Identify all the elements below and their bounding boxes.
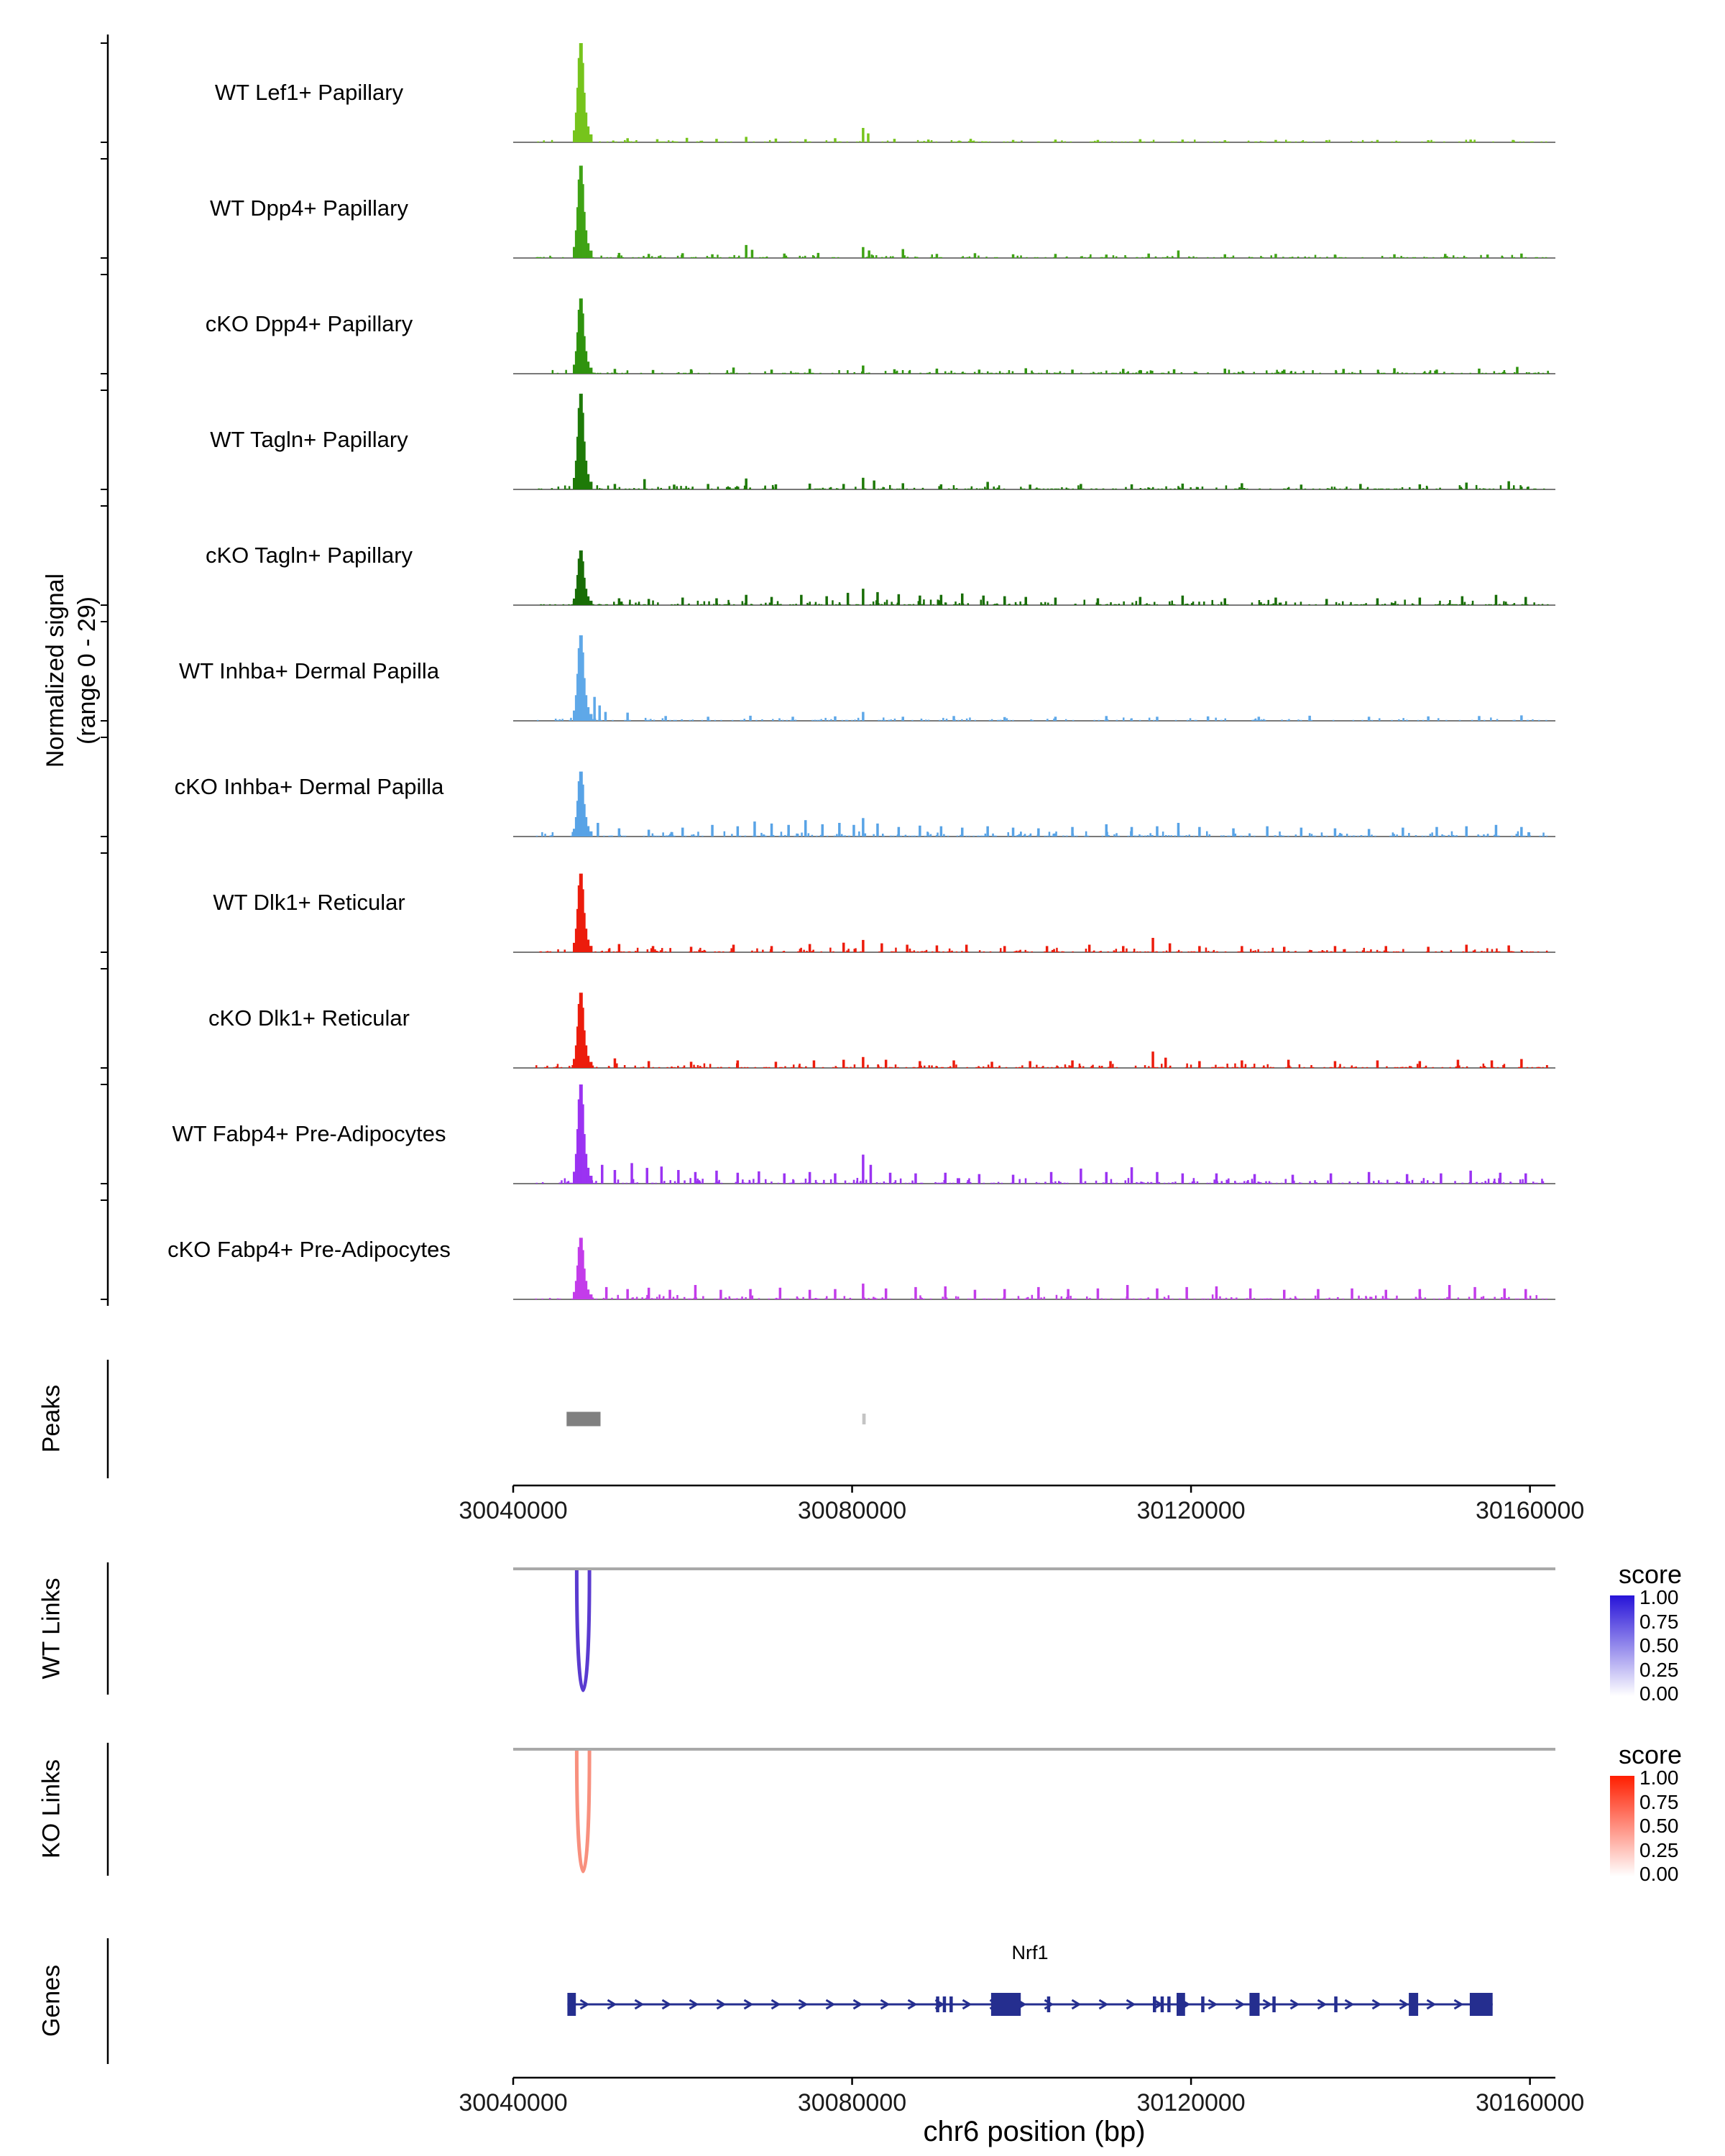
panel-label-peaks: Peaks bbox=[37, 1384, 65, 1453]
axis-tick-label: 30160000 bbox=[1476, 1497, 1584, 1524]
legend-tick: 0.25 bbox=[1639, 1658, 1679, 1681]
y-axis-title-line2: (range 0 - 29) bbox=[73, 596, 101, 745]
x-axis-title: chr6 position (bp) bbox=[923, 2116, 1146, 2147]
axis-tick-label: 30080000 bbox=[798, 1497, 906, 1524]
signal-track bbox=[101, 1199, 1555, 1300]
peaks-track bbox=[566, 1411, 866, 1427]
axis-tick-label: 30040000 bbox=[459, 1497, 567, 1524]
gene-name-label: Nrf1 bbox=[1011, 1942, 1049, 1963]
gene-model bbox=[567, 1993, 1493, 2016]
axis-tick-label: 30040000 bbox=[459, 2089, 567, 2116]
axis-tick-label: 30120000 bbox=[1136, 1497, 1245, 1524]
wt-links-score-legend: score 1.00 0.75 0.50 0.25 0.00 bbox=[1610, 1560, 1725, 1705]
track-label: WT Inhba+ Dermal Papilla bbox=[178, 658, 440, 683]
track-label: WT Dlk1+ Reticular bbox=[213, 889, 405, 915]
legend-tick: 0.75 bbox=[1639, 1610, 1679, 1633]
legend-tick: 0.25 bbox=[1639, 1838, 1679, 1861]
track-label: WT Fabp4+ Pre-Adipocytes bbox=[172, 1120, 446, 1146]
legend-tick: 0.50 bbox=[1639, 1815, 1679, 1837]
signal-track bbox=[101, 390, 1555, 490]
track-label: cKO Dlk1+ Reticular bbox=[208, 1005, 410, 1031]
signal-track bbox=[101, 42, 1555, 143]
axis-tick-label: 30160000 bbox=[1476, 2089, 1584, 2116]
ko-legend-tick-labels: 1.00 0.75 0.50 0.25 0.00 bbox=[1639, 1766, 1679, 1886]
track-label: cKO Fabp4+ Pre-Adipocytes bbox=[167, 1236, 451, 1262]
wt-legend-title: score bbox=[1619, 1560, 1683, 1589]
y-axis-title: Normalized signal (range 0 - 29) bbox=[40, 573, 103, 768]
wt-links-track bbox=[513, 1567, 1555, 1692]
genomic-axis: 30040000 30080000 30120000 30160000 bbox=[459, 1484, 1584, 1524]
legend-tick: 0.00 bbox=[1639, 1863, 1679, 1885]
y-axis-title-line1: Normalized signal bbox=[41, 573, 69, 768]
signal-track bbox=[101, 505, 1555, 606]
axis-tick-label: 30080000 bbox=[798, 2089, 906, 2116]
panel-label-genes: Genes bbox=[37, 1964, 65, 2037]
track-label: cKO Inhba+ Dermal Papilla bbox=[174, 773, 444, 799]
wt-score-gradient-bar bbox=[1610, 1595, 1634, 1696]
legend-tick: 0.50 bbox=[1639, 1634, 1679, 1657]
track-label: cKO Tagln+ Papillary bbox=[205, 542, 413, 568]
ko-score-gradient-bar bbox=[1610, 1776, 1634, 1876]
signal-track bbox=[101, 737, 1555, 837]
legend-tick: 0.00 bbox=[1639, 1682, 1679, 1705]
genomic-axis: 30040000 30080000 30120000 30160000 bbox=[459, 2076, 1584, 2116]
signal-track bbox=[101, 158, 1555, 259]
signal-track bbox=[101, 852, 1555, 953]
legend-tick: 1.00 bbox=[1639, 1586, 1679, 1608]
track-label: WT Tagln+ Papillary bbox=[210, 426, 408, 452]
legend-tick: 1.00 bbox=[1639, 1766, 1679, 1789]
ko-links-track bbox=[513, 1748, 1555, 1874]
signal-track bbox=[101, 968, 1555, 1069]
axis-tick-label: 30120000 bbox=[1136, 2089, 1245, 2116]
track-label: WT Lef1+ Papillary bbox=[214, 79, 404, 105]
track-label: WT Dpp4+ Papillary bbox=[210, 195, 408, 221]
track-label: cKO Dpp4+ Papillary bbox=[205, 310, 413, 336]
panel-label-ko-links: KO Links bbox=[37, 1759, 65, 1858]
signal-track bbox=[101, 274, 1555, 374]
signal-track bbox=[101, 621, 1555, 722]
panel-label-wt-links: WT Links bbox=[37, 1577, 65, 1680]
wt-legend-tick-labels: 1.00 0.75 0.50 0.25 0.00 bbox=[1639, 1586, 1679, 1705]
signal-track bbox=[101, 1084, 1555, 1184]
ko-legend-title: score bbox=[1619, 1740, 1683, 1769]
ko-links-score-legend: score 1.00 0.75 0.50 0.25 0.00 bbox=[1610, 1740, 1725, 1886]
legend-tick: 0.75 bbox=[1639, 1790, 1679, 1813]
